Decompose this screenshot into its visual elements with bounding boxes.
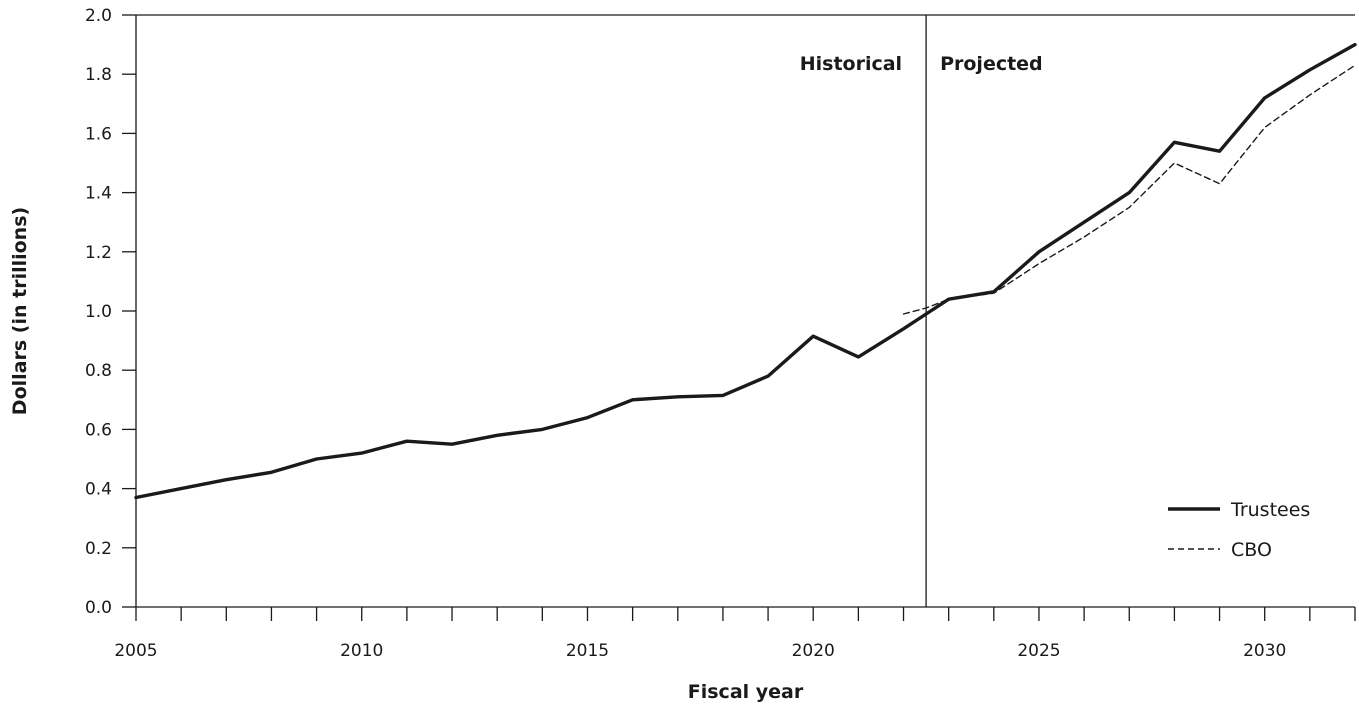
series-line-trustees xyxy=(134,42,1357,500)
y-tick-label: 0.0 xyxy=(85,598,112,618)
y-tick-label: 1.8 xyxy=(85,65,112,85)
y-tick-label: 2.0 xyxy=(85,6,112,26)
x-tick-label: 2015 xyxy=(566,641,609,661)
y-axis-ticks: 0.0 0.2 0.4 0.6 0.8 1.0 1.2 1.4 1.6 1.8 2.0 xyxy=(85,6,136,618)
x-tick-label: 2010 xyxy=(340,641,383,661)
y-tick-label: 1.4 xyxy=(85,184,112,204)
y-tick-label: 0.2 xyxy=(85,539,112,559)
projected-label: Projected xyxy=(940,53,1043,75)
y-tick-label: 1.0 xyxy=(85,302,112,322)
x-tick-label: 2030 xyxy=(1243,641,1286,661)
x-tick-label: 2020 xyxy=(792,641,835,661)
x-axis-title: Fiscal year xyxy=(688,681,804,703)
y-tick-label: 1.6 xyxy=(85,124,112,144)
historical-label: Historical xyxy=(800,53,902,75)
x-tick-label: 2025 xyxy=(1017,641,1060,661)
y-axis-title: Dollars (in trillions) xyxy=(9,207,31,415)
x-tick-label: 2005 xyxy=(114,641,157,661)
legend-label-trustees: Trustees xyxy=(1230,499,1310,521)
series-lines xyxy=(134,42,1357,500)
y-tick-label: 0.4 xyxy=(85,480,112,500)
y-tick-label: 0.6 xyxy=(85,420,112,440)
y-tick-label: 1.2 xyxy=(85,243,112,263)
axes xyxy=(135,14,1355,608)
legend-label-cbo: CBO xyxy=(1231,539,1272,561)
x-axis-ticks: 2005 2010 2015 2020 2025 2030 xyxy=(114,607,1356,661)
series-line-cbo xyxy=(902,64,1356,315)
y-tick-label: 0.8 xyxy=(85,361,112,381)
legend: Trustees CBO xyxy=(1168,499,1310,561)
